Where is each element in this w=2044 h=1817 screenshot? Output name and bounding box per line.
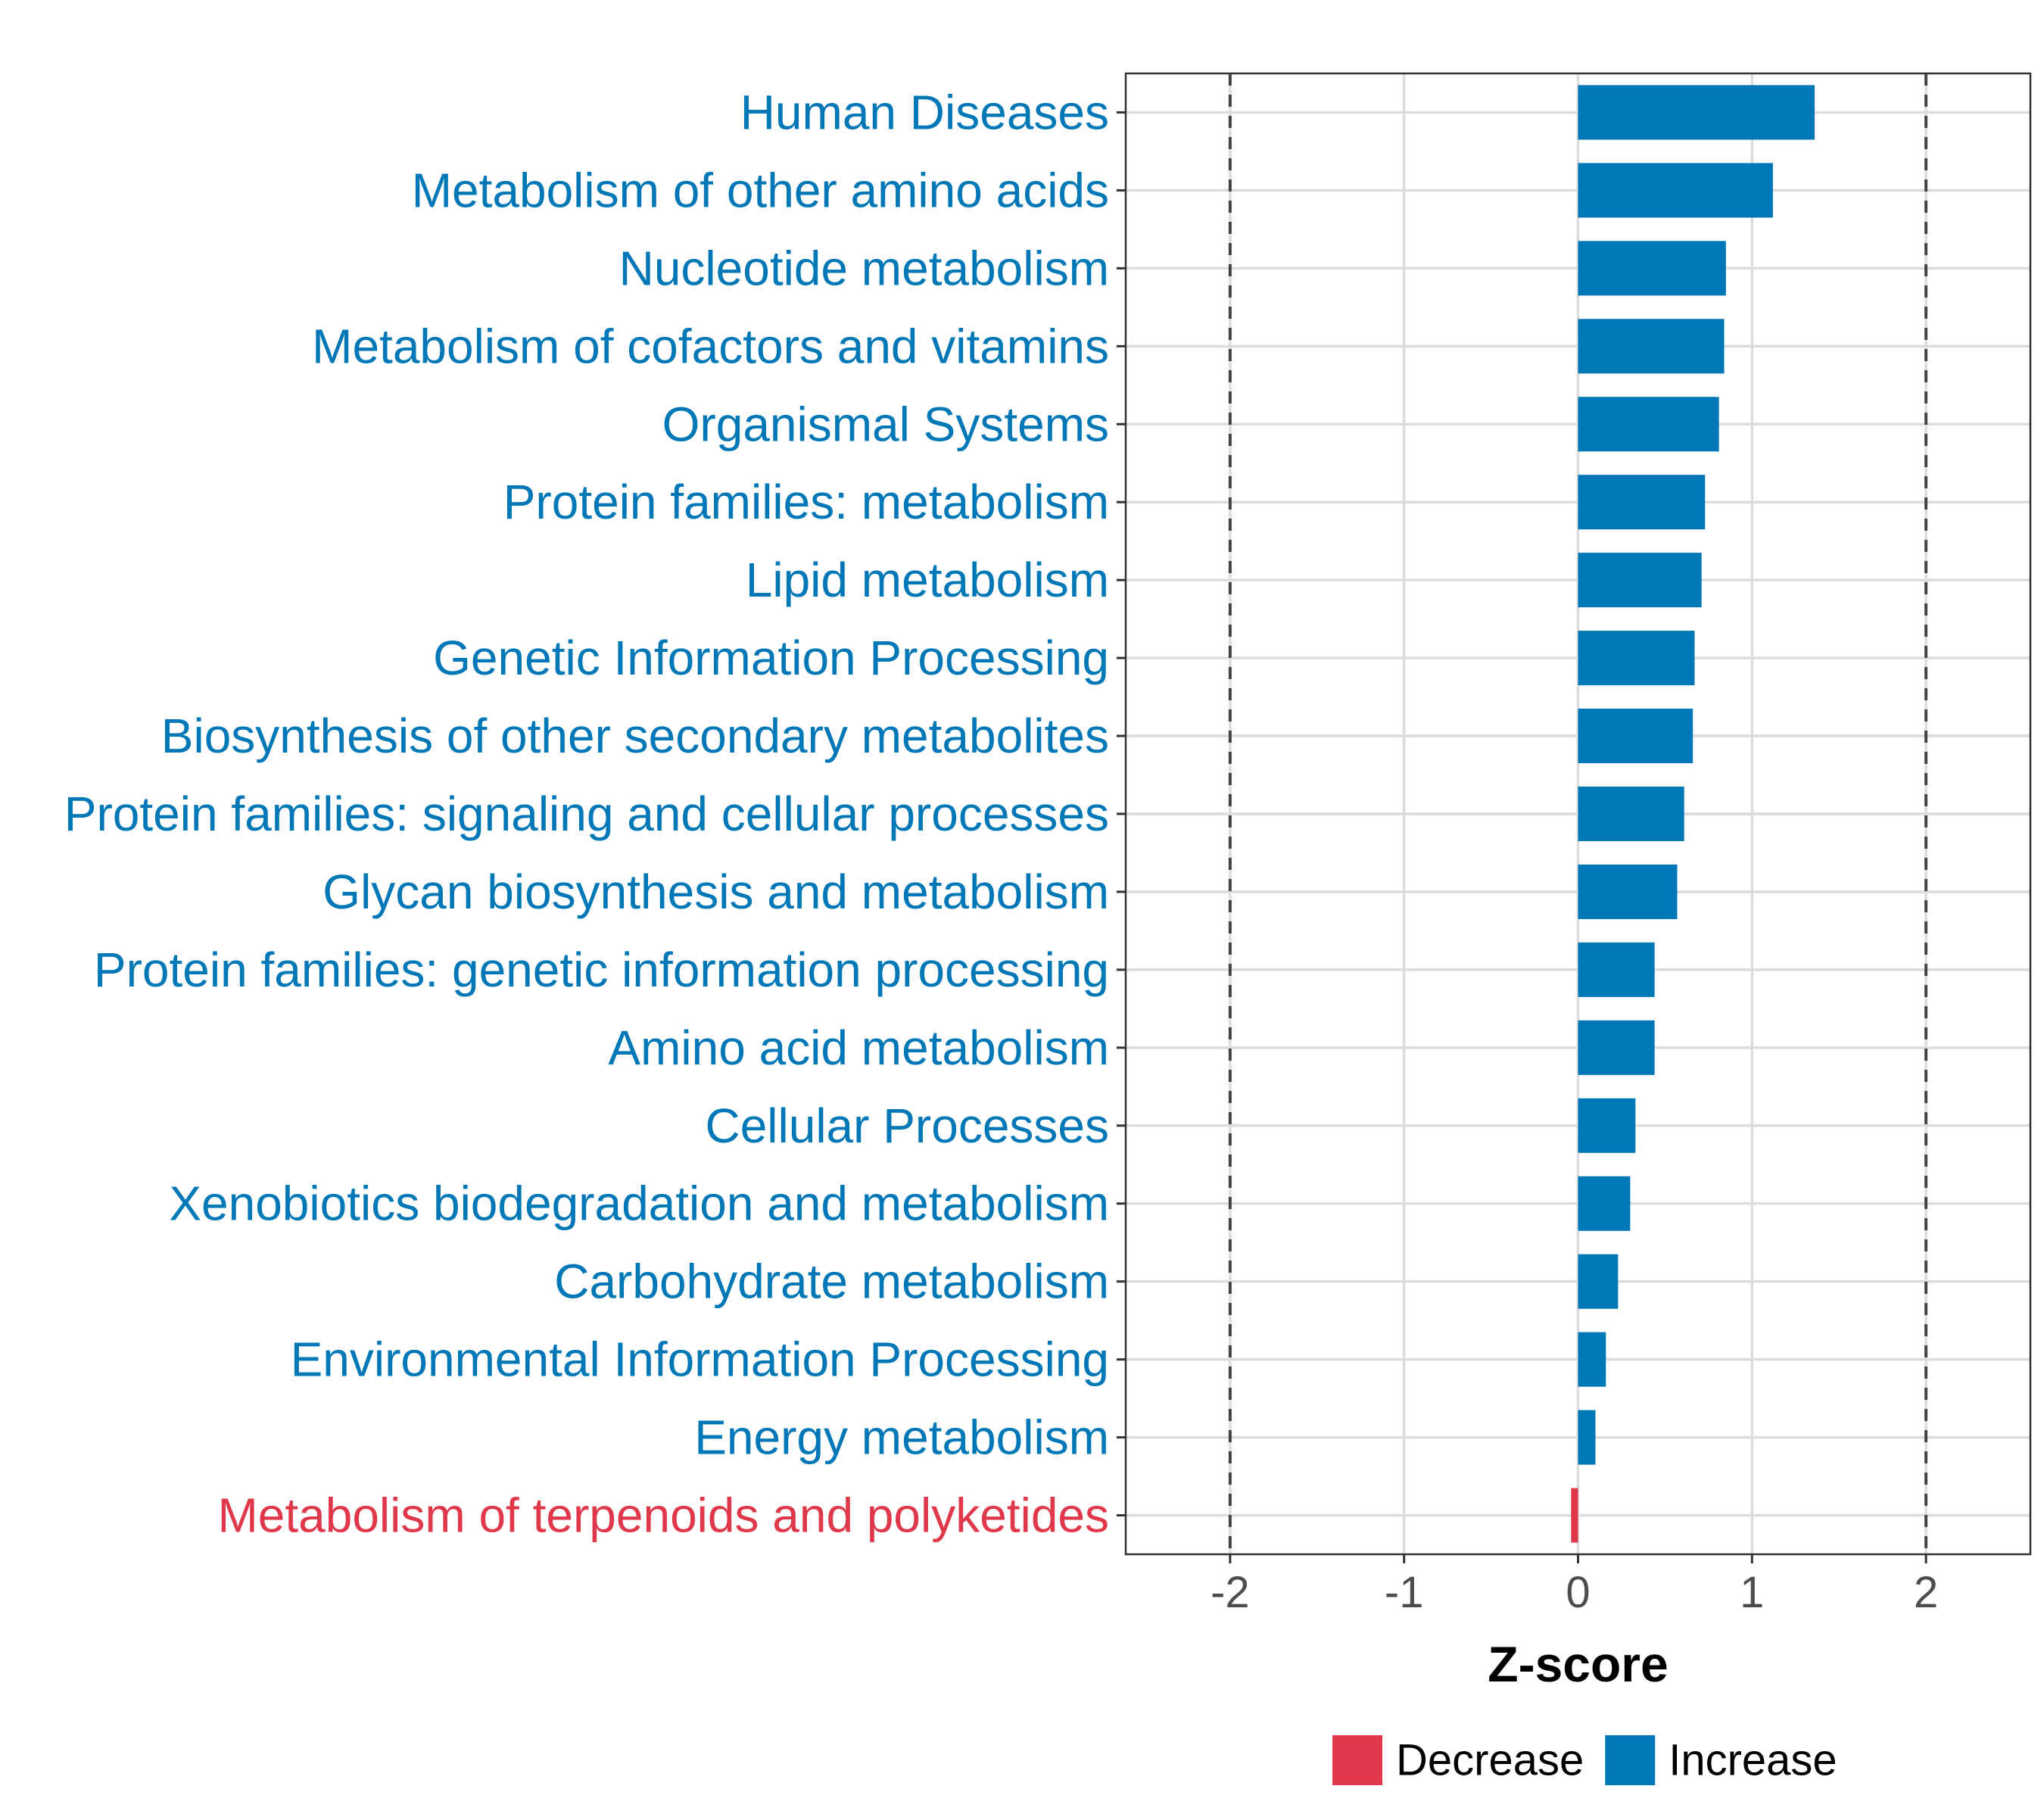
bar (1578, 942, 1655, 997)
bar (1578, 786, 1684, 842)
y-axis-ticks (1117, 111, 1126, 1517)
legend-label: Increase (1669, 1736, 1837, 1785)
category-label: Metabolism of cofactors and vitamins (312, 319, 1109, 373)
category-labels: Human Diseases Metabolism of other amino … (64, 85, 1109, 1542)
category-label: Biosynthesis of other secondary metaboli… (161, 709, 1109, 763)
legend-swatch (1605, 1735, 1656, 1785)
x-axis-title: Z-score (1488, 1636, 1668, 1692)
category-label: Protein families: metabolism (503, 475, 1109, 529)
legend: Decrease Increase (1332, 1735, 1837, 1785)
category-label: Metabolism of other amino acids (412, 163, 1109, 217)
bar (1578, 85, 1815, 140)
category-label: Organismal Systems (662, 397, 1109, 451)
bar (1578, 241, 1726, 296)
category-label: Glycan biosynthesis and metabolism (322, 865, 1109, 919)
bar (1578, 1020, 1655, 1075)
bar (1578, 319, 1725, 374)
category-label: Lipid metabolism (746, 553, 1109, 607)
category-label: Nucleotide metabolism (619, 241, 1109, 295)
x-tick-label: -1 (1385, 1568, 1424, 1617)
category-label: Human Diseases (740, 85, 1109, 139)
category-label: Protein families: signaling and cellular… (64, 787, 1109, 841)
legend-swatch (1332, 1735, 1382, 1785)
category-label: Energy metabolism (694, 1410, 1109, 1465)
category-label: Xenobiotics biodegradation and metabolis… (169, 1177, 1109, 1231)
bar (1578, 864, 1678, 919)
category-label: Carbohydrate metabolism (554, 1254, 1109, 1309)
bar (1578, 631, 1695, 686)
x-axis-ticks: -2 -1 0 1 2 (1211, 1554, 1938, 1617)
bars (1571, 85, 1815, 1543)
bar (1578, 1176, 1631, 1231)
bar (1578, 397, 1719, 452)
category-label: Environmental Information Processing (291, 1332, 1109, 1387)
bar (1578, 475, 1706, 530)
category-label: Protein families: genetic information pr… (94, 943, 1109, 997)
bar (1578, 709, 1693, 764)
category-label: Metabolism of terpenoids and polyketides (217, 1488, 1109, 1543)
category-label: Cellular Processes (705, 1099, 1109, 1153)
x-tick-label: 1 (1740, 1568, 1764, 1617)
category-label: Genetic Information Processing (433, 631, 1109, 685)
bar (1578, 1098, 1636, 1153)
legend-label: Decrease (1396, 1736, 1584, 1785)
bar (1578, 553, 1702, 608)
category-label: Amino acid metabolism (608, 1021, 1109, 1075)
x-tick-label: 0 (1566, 1568, 1590, 1617)
reference-lines (1228, 73, 1928, 1554)
bar (1578, 163, 1773, 218)
x-tick-label: 2 (1914, 1568, 1938, 1617)
bar (1578, 1332, 1606, 1387)
x-tick-label: -2 (1211, 1568, 1250, 1617)
bar (1571, 1488, 1578, 1543)
bar (1578, 1410, 1596, 1465)
bar (1578, 1254, 1619, 1309)
